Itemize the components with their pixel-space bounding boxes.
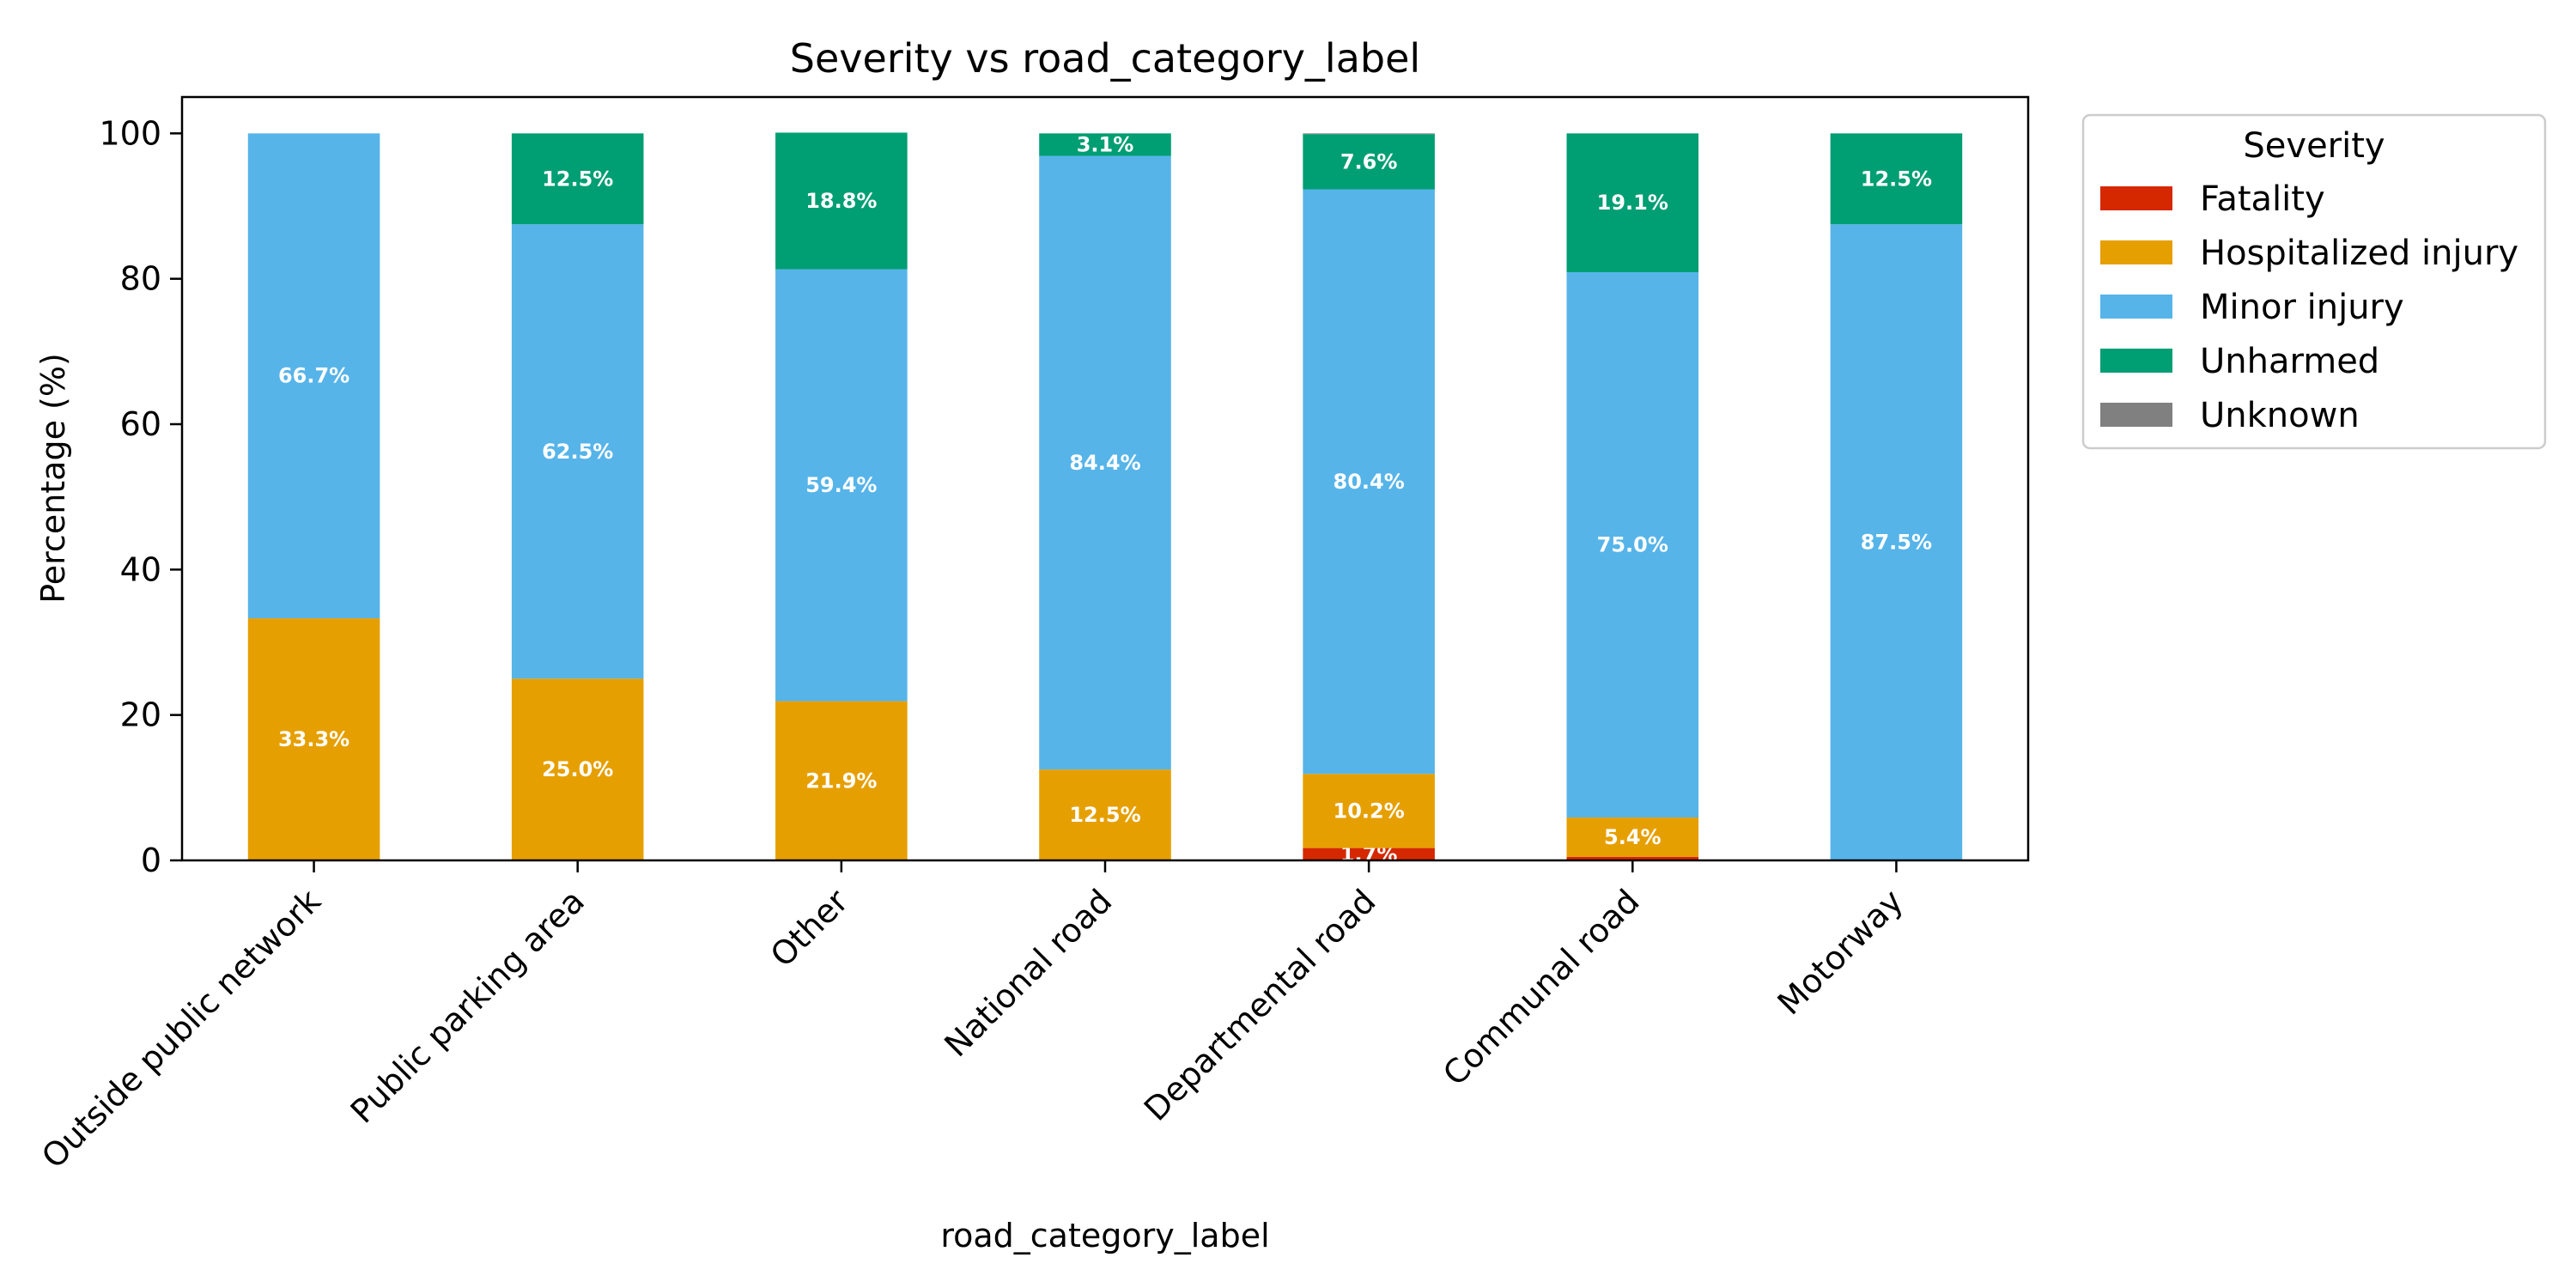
bar-value-label: 87.5% (1861, 531, 1932, 555)
bar-segment (1566, 856, 1699, 860)
bar-segment (1303, 189, 1435, 775)
legend-label: Unknown (2200, 396, 2360, 435)
legend-swatch (2100, 349, 2172, 373)
legend-swatch (2100, 240, 2172, 264)
y-tick-label: 100 (99, 114, 161, 152)
bar-value-label: 12.5% (1069, 803, 1140, 827)
bar-segment (1303, 774, 1435, 848)
bar-segment (1303, 133, 1435, 135)
bar-value-label: 21.9% (805, 769, 877, 793)
legend-label: Unharmed (2200, 342, 2379, 381)
bar-segment (775, 269, 908, 702)
bar-segment (511, 678, 644, 860)
legend-label: Fatality (2200, 179, 2325, 219)
y-tick-label: 80 (120, 260, 161, 298)
bar-value-label: 25.0% (542, 757, 613, 781)
x-axis-title: road_category_label (940, 1217, 1269, 1255)
legend-swatch (2100, 403, 2172, 427)
bar-segment (1830, 133, 1963, 225)
legend-swatch (2100, 295, 2172, 319)
y-axis-title: Percentage (%) (34, 353, 72, 604)
bar-segment (511, 133, 644, 225)
bar-value-label: 84.4% (1069, 451, 1140, 475)
bar-value-label: 66.7% (278, 364, 349, 388)
legend-label: Minor injury (2200, 288, 2404, 327)
y-tick-label: 20 (120, 696, 161, 734)
plot-area: 33.3% 66.7% 25.0% 62.5% 12.5% 21.9% 59.4% 18.8%… (247, 132, 1963, 866)
bar-value-label: 5.4% (1604, 825, 1662, 849)
bar-segment (1303, 848, 1435, 860)
bar-value-label: 12.5% (542, 167, 613, 191)
bar-segment (1039, 155, 1171, 770)
bar-value-label: 18.8% (805, 189, 877, 213)
bar-value-label: 19.1% (1597, 191, 1668, 215)
chart-title: Severity vs road_category_label (790, 35, 1420, 82)
bar-value-label: 80.4% (1334, 470, 1405, 494)
bar-segment (1039, 133, 1171, 156)
bar-value-label: 75.0% (1597, 533, 1668, 557)
legend: Severity Fatality Hospitalized injury Mino… (2081, 113, 2547, 450)
bar-segment (247, 133, 380, 619)
bar-value-label: 59.4% (805, 473, 877, 497)
bar-segment (247, 618, 380, 860)
bar-value-label: 3.1% (1077, 132, 1134, 156)
bar-segment (1566, 133, 1699, 273)
bar-segment (511, 224, 644, 679)
bar-segment (1830, 224, 1963, 861)
bar-segment (1303, 134, 1435, 190)
y-tick-label: 0 (141, 841, 161, 879)
y-tick-label: 60 (120, 405, 161, 443)
bar-segment (775, 132, 908, 270)
bar-value-label: 33.3% (278, 727, 349, 751)
y-tick-label: 40 (120, 550, 161, 588)
bar-segment (1566, 817, 1699, 857)
bar-segment (1039, 769, 1171, 860)
bar-value-label: 10.2% (1334, 799, 1405, 823)
bar-value-label: 7.6% (1340, 149, 1398, 173)
legend-title: Severity (2243, 126, 2385, 166)
bar-value-label: 12.5% (1861, 167, 1932, 191)
bar-segment (775, 701, 908, 860)
legend-swatch (2100, 186, 2172, 210)
legend-box (2081, 113, 2547, 450)
bar-segment (1566, 272, 1699, 818)
legend-label: Hospitalized injury (2200, 234, 2518, 273)
bar-value-label: 62.5% (542, 440, 613, 464)
